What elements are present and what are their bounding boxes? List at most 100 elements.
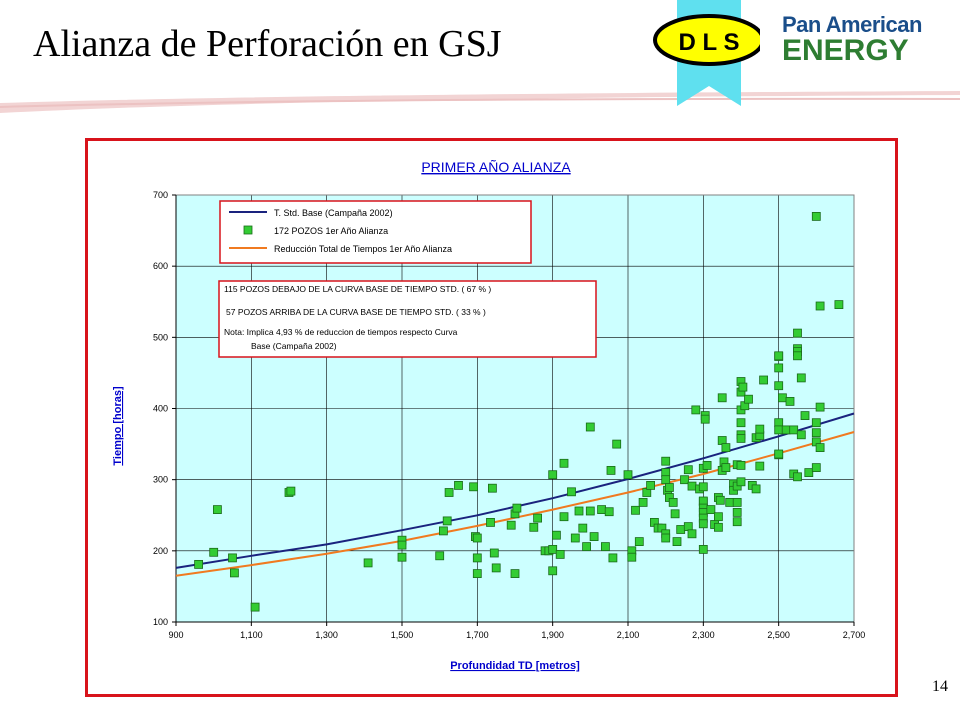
- well-point: [834, 300, 844, 310]
- well-point: [714, 512, 723, 522]
- well-point: [442, 516, 452, 526]
- well-point: [736, 477, 746, 487]
- well-point: [589, 532, 599, 542]
- logo-line-energy: ENERGY: [782, 34, 909, 67]
- well-point: [631, 505, 640, 515]
- x-tick-label: 2,700: [843, 630, 866, 640]
- well-point: [683, 522, 693, 532]
- well-point: [714, 522, 723, 532]
- well-point: [585, 422, 595, 432]
- x-tick-label: 1,300: [315, 630, 338, 640]
- dls-logo: D L S: [653, 0, 760, 106]
- well-point: [444, 488, 454, 497]
- header-swoosh: [0, 91, 960, 113]
- well-point: [601, 542, 610, 552]
- y-tick-label: 400: [153, 404, 168, 414]
- well-point: [608, 553, 618, 563]
- well-point: [510, 569, 520, 579]
- well-point: [661, 533, 671, 543]
- well-point: [793, 328, 802, 338]
- well-point: [702, 460, 712, 470]
- well-point: [804, 468, 814, 478]
- annotation-frame: [218, 280, 597, 358]
- well-point: [811, 428, 821, 438]
- well-point: [668, 497, 678, 507]
- well-point: [469, 482, 479, 492]
- y-tick-label: 200: [153, 546, 168, 556]
- well-point: [551, 530, 561, 540]
- well-point: [785, 396, 795, 406]
- well-point: [774, 425, 784, 435]
- well-point: [555, 549, 565, 559]
- well-point: [209, 547, 219, 557]
- y-tick-label: 700: [153, 190, 168, 200]
- well-point: [646, 480, 655, 490]
- well-point: [796, 373, 806, 383]
- well-point: [759, 375, 768, 385]
- well-point: [687, 481, 697, 491]
- well-point: [815, 443, 825, 453]
- well-point: [397, 540, 407, 550]
- legend-box: [219, 200, 532, 264]
- chart-title: PRIMER AÑO ALIANZA: [421, 159, 571, 175]
- well-point: [213, 505, 222, 515]
- well-point: [755, 461, 765, 471]
- well-point: [793, 472, 802, 482]
- well-point: [472, 533, 482, 543]
- well-point: [725, 497, 735, 507]
- well-point: [487, 483, 497, 493]
- well-point: [229, 568, 239, 578]
- well-point: [533, 513, 543, 523]
- well-point: [800, 411, 810, 421]
- well-point: [687, 529, 697, 539]
- well-point: [612, 439, 622, 449]
- well-point: [472, 553, 482, 563]
- well-point: [717, 393, 727, 403]
- well-point: [250, 602, 260, 612]
- legend-label-reduction: Reducción Total de Tiempos 1er Año Alian…: [274, 244, 452, 254]
- well-point: [506, 520, 516, 530]
- well-point: [363, 558, 373, 568]
- well-point: [751, 484, 761, 494]
- annotation-box: 115 POZOS DEBAJO DE LA CURVA BASE DE TIE…: [218, 280, 597, 358]
- well-point: [435, 551, 445, 561]
- well-point: [672, 537, 682, 547]
- well-point: [691, 405, 701, 415]
- well-point: [778, 393, 787, 403]
- well-point: [815, 301, 825, 311]
- well-point: [661, 475, 671, 485]
- well-point: [774, 381, 784, 391]
- y-tick-label: 500: [153, 332, 168, 342]
- legend-label-base: T. Std. Base (Campaña 2002): [274, 208, 393, 218]
- well-point: [683, 465, 693, 475]
- annotation-line-below: 115 POZOS DEBAJO DE LA CURVA BASE DE TIE…: [224, 284, 491, 294]
- well-point: [567, 487, 576, 497]
- annotation-line-above: 57 POZOS ARRIBA DE LA CURVA BASE DE TIEM…: [226, 307, 486, 317]
- well-point: [604, 507, 614, 517]
- well-point: [228, 553, 237, 563]
- well-point: [578, 523, 588, 533]
- annotation-line-note: Nota: Implica 4,93 % de reduccion de tie…: [224, 327, 458, 337]
- well-point: [789, 425, 799, 435]
- well-point: [721, 463, 731, 473]
- well-point: [489, 548, 499, 558]
- annotation-line-note-cont: Base (Campaña 2002): [251, 341, 337, 351]
- y-tick-label: 300: [153, 475, 168, 485]
- well-point: [559, 512, 569, 522]
- slide-title: Alianza de Perforación en GSJ: [33, 23, 502, 65]
- well-point: [661, 456, 671, 466]
- well-point: [736, 460, 746, 470]
- well-point: [194, 559, 203, 569]
- logo-line-pan-american: Pan American: [782, 12, 922, 37]
- well-point: [454, 480, 463, 490]
- well-point: [582, 542, 592, 552]
- chart-frame: 900 1,100 1,300 1,500 1,700 1,900 2,100 2,300 2,…: [85, 138, 898, 697]
- x-tick-label: 2,500: [767, 630, 790, 640]
- well-point: [606, 465, 616, 475]
- well-point: [732, 497, 742, 507]
- y-tick-label: 600: [153, 261, 168, 271]
- x-tick-label: 2,300: [692, 630, 715, 640]
- well-point: [512, 503, 522, 513]
- well-point: [638, 497, 648, 507]
- well-point: [585, 506, 595, 516]
